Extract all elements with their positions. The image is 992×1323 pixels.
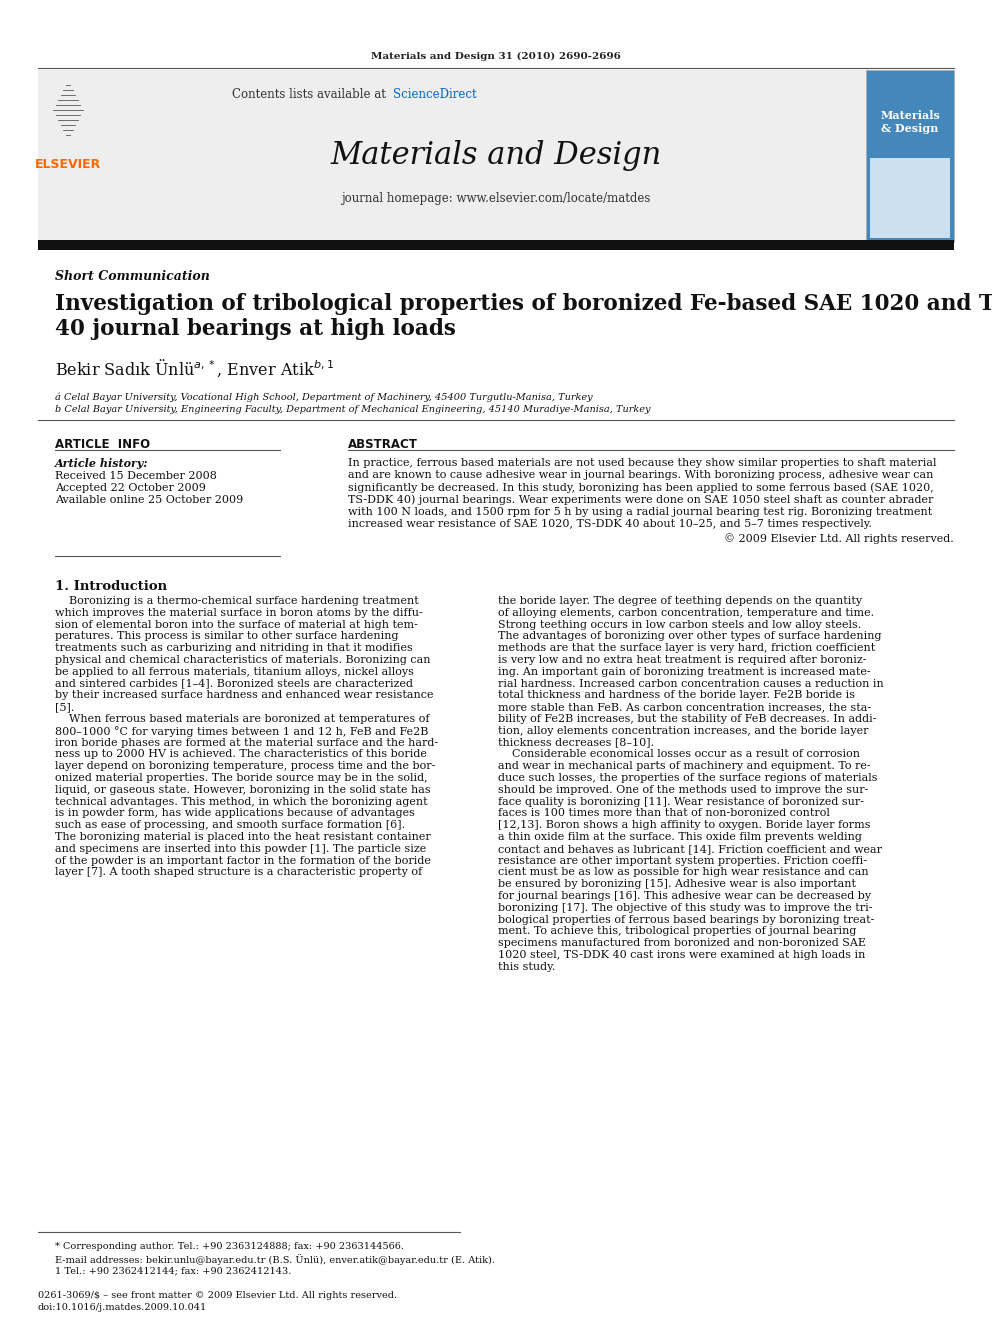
Text: peratures. This process is similar to other surface hardening: peratures. This process is similar to ot…	[55, 631, 399, 642]
Text: total thickness and hardness of the boride layer. Fe2B boride is: total thickness and hardness of the bori…	[498, 691, 855, 700]
Text: iron boride phases are formed at the material surface and the hard-: iron boride phases are formed at the mat…	[55, 738, 438, 747]
Text: and are known to cause adhesive wear in journal bearings. With boronizing proces: and are known to cause adhesive wear in …	[348, 470, 933, 480]
Text: and sintered carbides [1–4]. Boronized steels are characterized: and sintered carbides [1–4]. Boronized s…	[55, 679, 413, 688]
Text: journal homepage: www.elsevier.com/locate/matdes: journal homepage: www.elsevier.com/locat…	[341, 192, 651, 205]
Text: © 2009 Elsevier Ltd. All rights reserved.: © 2009 Elsevier Ltd. All rights reserved…	[724, 533, 954, 544]
Text: cient must be as low as possible for high wear resistance and can: cient must be as low as possible for hig…	[498, 868, 869, 877]
Text: a thin oxide film at the surface. This oxide film prevents welding: a thin oxide film at the surface. This o…	[498, 832, 862, 841]
Text: layer depend on boronizing temperature, process time and the bor-: layer depend on boronizing temperature, …	[55, 761, 435, 771]
Text: with 100 N loads, and 1500 rpm for 5 h by using a radial journal bearing test ri: with 100 N loads, and 1500 rpm for 5 h b…	[348, 507, 932, 517]
Text: [12,13]. Boron shows a high affinity to oxygen. Boride layer forms: [12,13]. Boron shows a high affinity to …	[498, 820, 871, 831]
Bar	[866, 70, 954, 242]
Text: is in powder form, has wide applications because of advantages: is in powder form, has wide applications…	[55, 808, 415, 819]
Text: Bekir Sadık Ünlü$^{a,*}$, Enver Atik$^{b,1}$: Bekir Sadık Ünlü$^{a,*}$, Enver Atik$^{b…	[55, 359, 334, 380]
Text: 800–1000 °C for varying times between 1 and 12 h, FeB and Fe2B: 800–1000 °C for varying times between 1 …	[55, 726, 429, 737]
Text: Short Communication: Short Communication	[55, 270, 210, 283]
Text: of alloying elements, carbon concentration, temperature and time.: of alloying elements, carbon concentrati…	[498, 607, 874, 618]
Text: treatments such as carburizing and nitriding in that it modifies: treatments such as carburizing and nitri…	[55, 643, 413, 654]
Text: should be improved. One of the methods used to improve the sur-: should be improved. One of the methods u…	[498, 785, 868, 795]
Text: contact and behaves as lubricant [14]. Friction coefficient and wear: contact and behaves as lubricant [14]. F…	[498, 844, 882, 853]
Text: The advantages of boronizing over other types of surface hardening: The advantages of boronizing over other …	[498, 631, 882, 642]
Text: ing. An important gain of boronizing treatment is increased mate-: ing. An important gain of boronizing tre…	[498, 667, 871, 677]
Text: methods are that the surface layer is very hard, friction coefficient: methods are that the surface layer is ve…	[498, 643, 875, 654]
Text: the boride layer. The degree of teething depends on the quantity: the boride layer. The degree of teething…	[498, 595, 862, 606]
Text: 1020 steel, TS-DDK 40 cast irons were examined at high loads in: 1020 steel, TS-DDK 40 cast irons were ex…	[498, 950, 865, 960]
Text: ARTICLE  INFO: ARTICLE INFO	[55, 438, 150, 451]
Text: ness up to 2000 HV is achieved. The characteristics of this boride: ness up to 2000 HV is achieved. The char…	[55, 749, 427, 759]
Text: Available online 25 October 2009: Available online 25 October 2009	[55, 495, 243, 505]
Text: boronizing [17]. The objective of this study was to improve the tri-: boronizing [17]. The objective of this s…	[498, 902, 873, 913]
Text: which improves the material surface in boron atoms by the diffu-: which improves the material surface in b…	[55, 607, 423, 618]
Text: doi:10.1016/j.matdes.2009.10.041: doi:10.1016/j.matdes.2009.10.041	[38, 1303, 207, 1312]
Text: bility of Fe2B increases, but the stability of FeB decreases. In addi-: bility of Fe2B increases, but the stabil…	[498, 714, 877, 724]
Text: Boronizing is a thermo-chemical surface hardening treatment: Boronizing is a thermo-chemical surface …	[55, 595, 419, 606]
Text: technical advantages. This method, in which the boronizing agent: technical advantages. This method, in wh…	[55, 796, 428, 807]
Text: is very low and no extra heat treatment is required after boroniz-: is very low and no extra heat treatment …	[498, 655, 866, 665]
Text: Received 15 December 2008: Received 15 December 2008	[55, 471, 217, 482]
Text: * Corresponding author. Tel.: +90 2363124888; fax: +90 2363144566.: * Corresponding author. Tel.: +90 236312…	[55, 1242, 404, 1252]
Text: Materials and Design 31 (2010) 2690-2696: Materials and Design 31 (2010) 2690-2696	[371, 52, 621, 61]
Bar	[38, 70, 954, 242]
Text: tion, alloy elements concentration increases, and the boride layer: tion, alloy elements concentration incre…	[498, 726, 869, 736]
Text: more stable than FeB. As carbon concentration increases, the sta-: more stable than FeB. As carbon concentr…	[498, 703, 871, 712]
Text: Materials
& Design: Materials & Design	[880, 110, 940, 134]
Text: In practice, ferrous based materials are not used because they show similar prop: In practice, ferrous based materials are…	[348, 458, 936, 468]
Text: á Celal Bayar University, Vocational High School, Department of Machinery, 45400: á Celal Bayar University, Vocational Hig…	[55, 392, 592, 401]
Text: and specimens are inserted into this powder [1]. The particle size: and specimens are inserted into this pow…	[55, 844, 427, 853]
Text: liquid, or gaseous state. However, boronizing in the solid state has: liquid, or gaseous state. However, boron…	[55, 785, 431, 795]
Text: E-mail addresses: bekir.unlu@bayar.edu.tr (B.S. Ünlü), enver.atik@bayar.edu.tr (: E-mail addresses: bekir.unlu@bayar.edu.t…	[55, 1254, 495, 1265]
Text: 1 Tel.: +90 2362412144; fax: +90 2362412143.: 1 Tel.: +90 2362412144; fax: +90 2362412…	[55, 1266, 292, 1275]
Text: Strong teething occurs in low carbon steels and low alloy steels.: Strong teething occurs in low carbon ste…	[498, 619, 861, 630]
Text: rial hardness. Increased carbon concentration causes a reduction in: rial hardness. Increased carbon concentr…	[498, 679, 884, 688]
Text: Accepted 22 October 2009: Accepted 22 October 2009	[55, 483, 206, 493]
Text: duce such losses, the properties of the surface regions of materials: duce such losses, the properties of the …	[498, 773, 878, 783]
Text: 0261-3069/$ – see front matter © 2009 Elsevier Ltd. All rights reserved.: 0261-3069/$ – see front matter © 2009 El…	[38, 1291, 397, 1301]
Text: Investigation of tribological properties of boronized Fe-based SAE 1020 and TS-D: Investigation of tribological properties…	[55, 292, 992, 315]
Text: layer [7]. A tooth shaped structure is a characteristic property of: layer [7]. A tooth shaped structure is a…	[55, 868, 423, 877]
Text: increased wear resistance of SAE 1020, TS-DDK 40 about 10–25, and 5–7 times resp: increased wear resistance of SAE 1020, T…	[348, 519, 872, 529]
Text: ABSTRACT: ABSTRACT	[348, 438, 418, 451]
Text: b Celal Bayar University, Engineering Faculty, Department of Mechanical Engineer: b Celal Bayar University, Engineering Fa…	[55, 405, 651, 414]
Text: Considerable economical losses occur as a result of corrosion: Considerable economical losses occur as …	[498, 749, 860, 759]
Text: 40 journal bearings at high loads: 40 journal bearings at high loads	[55, 318, 456, 340]
Text: for journal bearings [16]. This adhesive wear can be decreased by: for journal bearings [16]. This adhesive…	[498, 890, 871, 901]
Text: be ensured by boronizing [15]. Adhesive wear is also important: be ensured by boronizing [15]. Adhesive …	[498, 880, 856, 889]
Text: this study.: this study.	[498, 962, 556, 972]
Text: such as ease of processing, and smooth surface formation [6].: such as ease of processing, and smooth s…	[55, 820, 405, 831]
Text: TS-DDK 40) journal bearings. Wear experiments were done on SAE 1050 steel shaft : TS-DDK 40) journal bearings. Wear experi…	[348, 495, 933, 505]
Text: physical and chemical characteristics of materials. Boronizing can: physical and chemical characteristics of…	[55, 655, 431, 665]
Text: sion of elemental boron into the surface of material at high tem-: sion of elemental boron into the surface…	[55, 619, 418, 630]
Text: onized material properties. The boride source may be in the solid,: onized material properties. The boride s…	[55, 773, 428, 783]
Text: When ferrous based materials are boronized at temperatures of: When ferrous based materials are boroniz…	[55, 714, 430, 724]
Text: specimens manufactured from boronized and non-boronized SAE: specimens manufactured from boronized an…	[498, 938, 866, 949]
Bar	[870, 157, 950, 238]
Text: by their increased surface hardness and enhanced wear resistance: by their increased surface hardness and …	[55, 691, 434, 700]
Text: bological properties of ferrous based bearings by boronizing treat-: bological properties of ferrous based be…	[498, 914, 874, 925]
Text: face quality is boronizing [11]. Wear resistance of boronized sur-: face quality is boronizing [11]. Wear re…	[498, 796, 864, 807]
Text: [5].: [5].	[55, 703, 74, 712]
Text: faces is 100 times more than that of non-boronized control: faces is 100 times more than that of non…	[498, 808, 830, 819]
Text: and wear in mechanical parts of machinery and equipment. To re-: and wear in mechanical parts of machiner…	[498, 761, 871, 771]
Text: be applied to all ferrous materials, titanium alloys, nickel alloys: be applied to all ferrous materials, tit…	[55, 667, 414, 677]
Text: The boronizing material is placed into the heat resistant container: The boronizing material is placed into t…	[55, 832, 431, 841]
Text: ELSEVIER: ELSEVIER	[35, 157, 101, 171]
Text: ment. To achieve this, tribological properties of journal bearing: ment. To achieve this, tribological prop…	[498, 926, 856, 937]
Text: Materials and Design: Materials and Design	[330, 140, 662, 171]
Text: of the powder is an important factor in the formation of the boride: of the powder is an important factor in …	[55, 856, 431, 865]
Text: resistance are other important system properties. Friction coeffi-: resistance are other important system pr…	[498, 856, 867, 865]
Text: thickness decreases [8–10].: thickness decreases [8–10].	[498, 738, 654, 747]
Text: 1. Introduction: 1. Introduction	[55, 579, 167, 593]
Text: Contents lists available at: Contents lists available at	[232, 89, 390, 101]
Text: ScienceDirect: ScienceDirect	[393, 89, 476, 101]
Text: Article history:: Article history:	[55, 458, 149, 468]
Text: significantly be decreased. In this study, boronizing has been applied to some f: significantly be decreased. In this stud…	[348, 483, 933, 493]
Bar	[38, 239, 954, 250]
